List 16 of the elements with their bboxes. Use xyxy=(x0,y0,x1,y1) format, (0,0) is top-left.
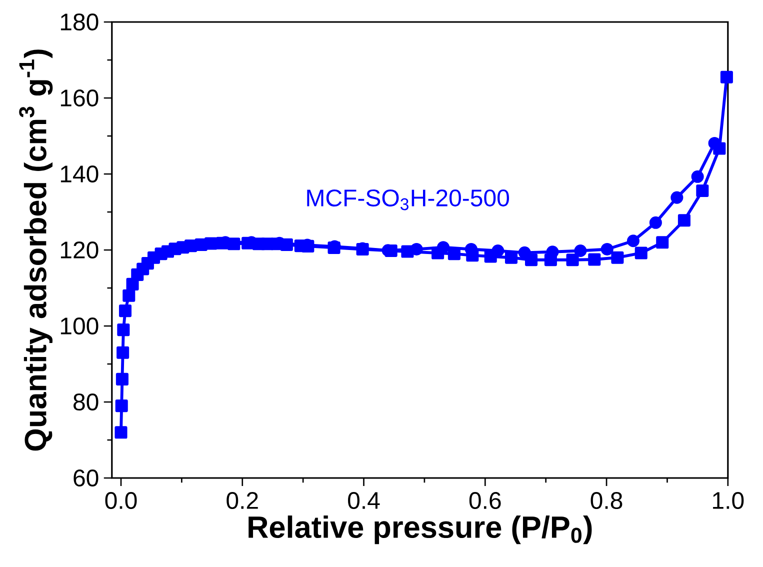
x-tick-label: 0.6 xyxy=(469,492,501,510)
x-tick-label: 1.0 xyxy=(713,492,744,510)
y-tick-label: 140 xyxy=(60,165,98,182)
x-tick-label: 0.8 xyxy=(590,492,622,510)
y-tick-label: 160 xyxy=(60,89,98,106)
annotation: MCF-SO$_{3}$H-20-500 xyxy=(307,189,509,210)
y-tick-label: 60 xyxy=(74,469,98,486)
y-tick-label: 100 xyxy=(60,317,98,334)
x-axis-title: Relative pressure (P/P$_{0}$) xyxy=(248,516,592,544)
x-tick-label: 0.2 xyxy=(226,492,258,510)
y-tick-label: 80 xyxy=(74,393,98,410)
y-tick-label: 180 xyxy=(60,13,98,30)
x-tick-label: 0.4 xyxy=(348,492,380,510)
x-tick-label: 0.0 xyxy=(105,492,137,510)
y-tick-label: 120 xyxy=(60,241,98,258)
y-axis-title: Quantity adsorbed (cm$^{3}$ g$^{-1}$) xyxy=(19,50,53,451)
